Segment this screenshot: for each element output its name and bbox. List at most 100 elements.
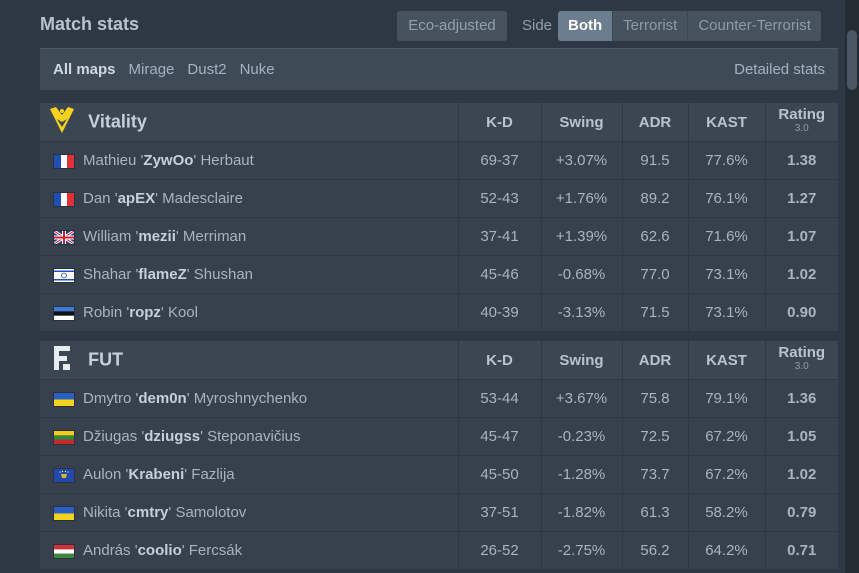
player-last-name: Madesclaire [162,190,243,207]
flag-fr-icon [53,191,75,207]
kd-cell: 52-43 [457,179,541,218]
player-nickname: dziugss [144,428,201,445]
swing-cell: -2.75% [540,531,622,569]
rating-version: 3.0 [794,361,809,372]
table-row[interactable]: Aulon 'Krabeni' Fazlija 45-50 -1.28% 73.7 67… [40,455,838,494]
rating-cell: 1.27 [764,179,838,218]
player-cell[interactable]: Dan 'apEX' Madesclaire [40,179,458,218]
table-row[interactable]: Shahar 'flameZ' Shushan 45-46 -0.68% 77.0 73… [40,255,838,294]
flag-gb-icon [53,229,75,245]
team-name: Vitality [88,111,147,132]
player-first-name: Mathieu [83,152,137,169]
player-cell[interactable]: Robin 'ropz' Kool [40,293,458,331]
side-option-counter-terrorist[interactable]: Counter-Terrorist [687,11,821,41]
swing-cell: -1.28% [540,455,622,494]
player-last-name: Fazlija [191,466,235,483]
table-row[interactable]: Nikita 'cmtry' Samolotov 37-51 -1.82% 61.3 5… [40,493,838,532]
column-kd[interactable]: K-D [457,103,541,142]
team-name: FUT [88,349,124,370]
table-header-row: Vitality K-D Swing ADR KAST Rating 3.0 [40,103,838,142]
swing-cell: +3.07% [540,141,622,180]
player-nickname: coolio [137,542,182,559]
player-cell[interactable]: Mathieu 'ZywOo' Herbaut [40,141,458,180]
column-rating[interactable]: Rating 3.0 [764,341,838,380]
rating-cell: 1.02 [764,255,838,294]
swing-cell: -3.13% [540,293,622,331]
scrollbar[interactable] [845,0,859,573]
side-option-terrorist[interactable]: Terrorist [612,11,687,41]
player-nickname: dem0n [138,390,187,407]
flag-xk-icon [53,467,75,483]
flag-hu-icon [53,543,75,559]
flag-ua-icon [53,391,75,407]
player-cell[interactable]: Nikita 'cmtry' Samolotov [40,493,458,532]
column-adr[interactable]: ADR [621,341,688,380]
kast-cell: 71.6% [687,217,765,256]
rating-cell: 0.90 [764,293,838,331]
column-kd[interactable]: K-D [457,341,541,380]
column-adr[interactable]: ADR [621,103,688,142]
adr-cell: 56.2 [621,531,688,569]
adr-cell: 75.8 [621,379,688,418]
player-cell[interactable]: Dmytro 'dem0n' Myroshnychenko [40,379,458,418]
player-cell[interactable]: William 'mezii' Merriman [40,217,458,256]
player-cell[interactable]: András 'coolio' Fercsák [40,531,458,569]
player-cell[interactable]: Shahar 'flameZ' Shushan [40,255,458,294]
team-stats-table-fut: FUT K-D Swing ADR KAST Rating 3.0 Dmytro… [40,341,838,569]
table-row[interactable]: Dmytro 'dem0n' Myroshnychenko 53-44 +3.67%… [40,379,838,418]
adr-cell: 91.5 [621,141,688,180]
kd-cell: 53-44 [457,379,541,418]
kast-cell: 73.1% [687,255,765,294]
player-first-name: Aulon [83,466,122,483]
kd-cell: 37-41 [457,217,541,256]
side-option-both[interactable]: Both [558,11,613,41]
player-cell[interactable]: Aulon 'Krabeni' Fazlija [40,455,458,494]
player-nickname: ropz [129,304,161,321]
kast-cell: 73.1% [687,293,765,331]
kd-cell: 45-47 [457,417,541,456]
rating-cell: 0.71 [764,531,838,569]
rating-cell: 1.07 [764,217,838,256]
rating-cell: 0.79 [764,493,838,532]
table-row[interactable]: Dan 'apEX' Madesclaire 52-43 +1.76% 89.2 76.… [40,179,838,218]
player-last-name: Samolotov [175,504,247,521]
player-last-name: Steponavičius [207,428,301,445]
player-first-name: Robin [83,304,123,321]
player-last-name: Herbaut [200,152,254,169]
player-nickname: flameZ [138,266,187,283]
adr-cell: 77.0 [621,255,688,294]
flag-il-icon [53,267,75,283]
player-nickname: mezii [138,228,176,245]
table-row[interactable]: William 'mezii' Merriman 37-41 +1.39% 62.6 7… [40,217,838,256]
fut-logo-icon [48,343,76,377]
rating-label: Rating [778,106,826,123]
swing-cell: -0.68% [540,255,622,294]
player-first-name: Džiugas [83,428,138,445]
map-tab-all-maps[interactable]: All maps [53,61,116,78]
table-row[interactable]: Džiugas 'dziugss' Steponavičius 45-47 -0.2… [40,417,838,456]
column-kast[interactable]: KAST [687,341,765,380]
player-first-name: Dmytro [83,390,132,407]
player-rows: Mathieu 'ZywOo' Herbaut 69-37 +3.07% 91.5 77… [40,141,838,331]
map-filter-bar: All maps Mirage Dust2 Nuke Detailed stat… [40,48,838,90]
adr-cell: 72.5 [621,417,688,456]
detailed-stats-link[interactable]: Detailed stats [734,61,825,78]
rating-version: 3.0 [794,123,809,134]
map-tab-mirage[interactable]: Mirage [128,61,175,78]
map-tab-nuke[interactable]: Nuke [239,61,275,78]
flag-lt-icon [53,429,75,445]
column-rating[interactable]: Rating 3.0 [764,103,838,142]
column-swing[interactable]: Swing [540,103,622,142]
kast-cell: 58.2% [687,493,765,532]
table-row[interactable]: Mathieu 'ZywOo' Herbaut 69-37 +3.07% 91.5 77… [40,141,838,180]
column-swing[interactable]: Swing [540,341,622,380]
player-cell[interactable]: Džiugas 'dziugss' Steponavičius [40,417,458,456]
eco-adjusted-toggle[interactable]: Eco-adjusted [397,11,507,41]
map-tab-dust2[interactable]: Dust2 [187,61,227,78]
scrollbar-thumb[interactable] [847,30,857,90]
table-row[interactable]: Robin 'ropz' Kool 40-39 -3.13% 71.5 73.1% 0.9… [40,293,838,331]
player-nickname: ZywOo [143,152,194,169]
kd-cell: 26-52 [457,531,541,569]
table-row[interactable]: András 'coolio' Fercsák 26-52 -2.75% 56.2 64… [40,531,838,569]
column-kast[interactable]: KAST [687,103,765,142]
